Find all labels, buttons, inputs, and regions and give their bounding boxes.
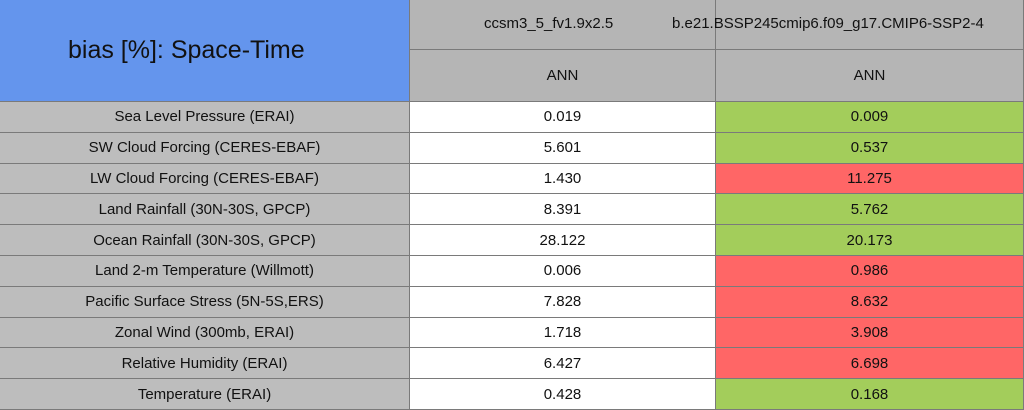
period-header: ANN — [716, 50, 1024, 102]
case-name: b.e21.BSSP245cmip6.f09_g17.CMIP6-SSP2-4 — [672, 15, 984, 32]
value-cell: 5.762 — [716, 194, 1024, 226]
value-cell: 0.537 — [716, 132, 1024, 164]
row-label: Pacific Surface Stress (5N-5S,ERS) — [0, 286, 410, 318]
value-cell: 0.168 — [716, 379, 1024, 410]
row-label: Temperature (ERAI) — [0, 379, 410, 410]
value-cell: 11.275 — [716, 163, 1024, 195]
row-label: SW Cloud Forcing (CERES-EBAF) — [0, 132, 410, 164]
value-cell: 1.718 — [410, 317, 716, 349]
value-cell: 5.601 — [410, 132, 716, 164]
row-label: Land Rainfall (30N-30S, GPCP) — [0, 194, 410, 226]
period-header: ANN — [410, 50, 716, 102]
value-cell: 20.173 — [716, 225, 1024, 256]
row-label: Sea Level Pressure (ERAI) — [0, 102, 410, 133]
value-cell: 28.122 — [410, 225, 716, 256]
row-label: Ocean Rainfall (30N-30S, GPCP) — [0, 225, 410, 256]
row-label: Land 2-m Temperature (Willmott) — [0, 256, 410, 287]
value-cell: 6.427 — [410, 348, 716, 380]
value-cell: 6.698 — [716, 348, 1024, 380]
case-header — [410, 0, 716, 50]
value-cell: 8.632 — [716, 286, 1024, 318]
row-label: Relative Humidity (ERAI) — [0, 348, 410, 380]
value-cell: 0.986 — [716, 256, 1024, 287]
value-cell: 0.019 — [410, 102, 716, 133]
value-cell: 8.391 — [410, 194, 716, 226]
value-cell: 0.006 — [410, 256, 716, 287]
row-label: Zonal Wind (300mb, ERAI) — [0, 317, 410, 349]
value-cell: 1.430 — [410, 163, 716, 195]
case-header — [716, 0, 1024, 50]
value-cell: 3.908 — [716, 317, 1024, 349]
value-cell: 0.009 — [716, 102, 1024, 133]
table-title: bias [%]: Space-Time — [0, 0, 410, 102]
row-label: LW Cloud Forcing (CERES-EBAF) — [0, 163, 410, 195]
value-cell: 0.428 — [410, 379, 716, 410]
value-cell: 7.828 — [410, 286, 716, 318]
case-name: ccsm3_5_fv1.9x2.5 — [484, 15, 614, 32]
